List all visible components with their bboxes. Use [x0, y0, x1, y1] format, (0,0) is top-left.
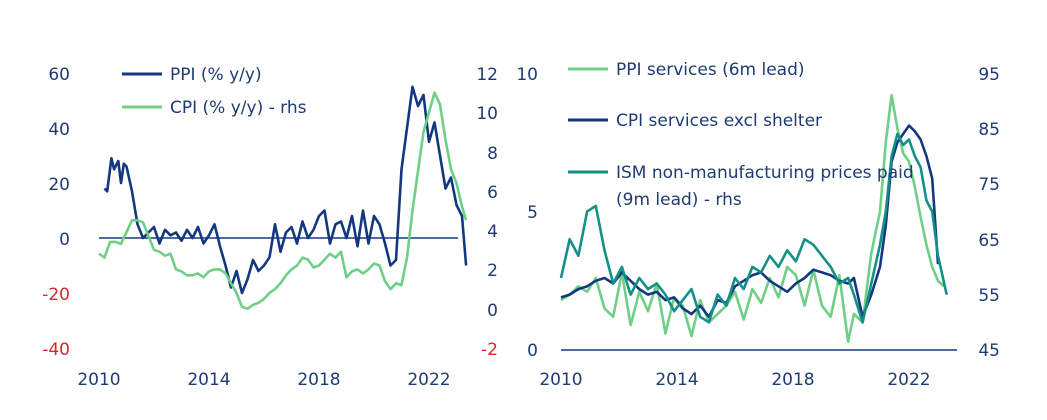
legend-label-cpi-services: CPI services excl shelter: [616, 111, 822, 131]
right-y2-tick: 45: [978, 341, 1000, 361]
left-x-tick: 2014: [187, 370, 230, 390]
right-x-tick: 2022: [887, 370, 930, 390]
legend-label-ism-line2: (9m lead) - rhs: [616, 190, 742, 210]
legend-label-ism: ISM non-manufacturing prices paid: [616, 163, 914, 183]
left-y2-tick: 8: [487, 144, 498, 164]
right-chart: 10 5 0 95 85 75 65 55 45 2010 2014 2018 …: [516, 60, 1000, 390]
legend-label-ppi-services: PPI services (6m lead): [616, 60, 805, 80]
legend-label-ppi: PPI (% y/y): [170, 65, 262, 85]
left-y-tick: 0: [59, 230, 70, 250]
left-y2-tick: 6: [487, 183, 498, 203]
left-x-tick: 2010: [77, 370, 120, 390]
right-x-tick: 2010: [539, 370, 582, 390]
left-y2-tick: 4: [487, 222, 498, 242]
left-y2-tick-negative: -2: [481, 340, 498, 360]
left-y2-tick: 2: [487, 261, 498, 281]
left-y2-tick: 12: [476, 65, 498, 85]
right-y2-tick: 65: [978, 231, 1000, 251]
left-y-tick-negative: -40: [42, 340, 70, 360]
right-y-tick: 10: [516, 65, 538, 85]
left-y2-tick: 10: [476, 104, 498, 124]
right-y2-tick: 95: [978, 65, 1000, 85]
right-x-tick: 2018: [771, 370, 814, 390]
left-y-tick: 20: [48, 175, 70, 195]
left-y-tick: 40: [48, 120, 70, 140]
left-chart: 60 40 20 0 -20 -40 12 10 8 6 4 2 0 -2 20…: [42, 65, 498, 390]
left-x-tick: 2018: [297, 370, 340, 390]
series-line-cpi-y-y-rhs: [98, 91, 468, 311]
right-y-tick: 0: [527, 341, 538, 361]
series-line-ism-non-manufacturing-prices-paid-9m-lead-rhs: [559, 132, 948, 324]
left-y-tick-negative: -20: [42, 285, 70, 305]
right-y2-tick: 55: [978, 286, 1000, 306]
right-y-tick: 5: [527, 203, 538, 223]
legend-label-cpi: CPI (% y/y) - rhs: [170, 98, 307, 118]
left-x-tick: 2022: [407, 370, 450, 390]
series-line-ppi-services-6m-lead: [560, 93, 945, 344]
right-x-tick: 2014: [655, 370, 698, 390]
series-line-ppi-y-y: [103, 85, 468, 295]
right-y2-tick: 85: [978, 120, 1000, 140]
left-y-tick: 60: [48, 65, 70, 85]
right-y2-tick: 75: [978, 175, 1000, 195]
left-y2-tick: 0: [487, 301, 498, 321]
